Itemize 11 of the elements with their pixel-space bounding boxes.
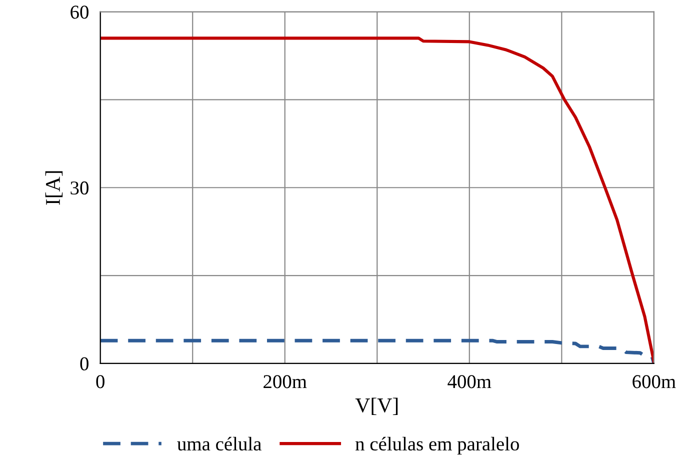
y-tick-label: 0 — [80, 357, 88, 370]
y-axis-title: I[A] — [45, 171, 63, 205]
y-tick-label: 30 — [70, 181, 88, 195]
legend-label: n células em paralelo — [356, 436, 519, 454]
legend-label: uma célula — [177, 436, 262, 451]
x-axis-title: V[V] — [355, 398, 398, 415]
x-tick-label: 0 — [96, 375, 104, 388]
x-tick-label: 200m — [264, 375, 307, 388]
x-tick-label: 600m — [632, 375, 676, 388]
y-tick-label: 60 — [70, 6, 88, 19]
x-tick-label: 400m — [448, 375, 492, 388]
